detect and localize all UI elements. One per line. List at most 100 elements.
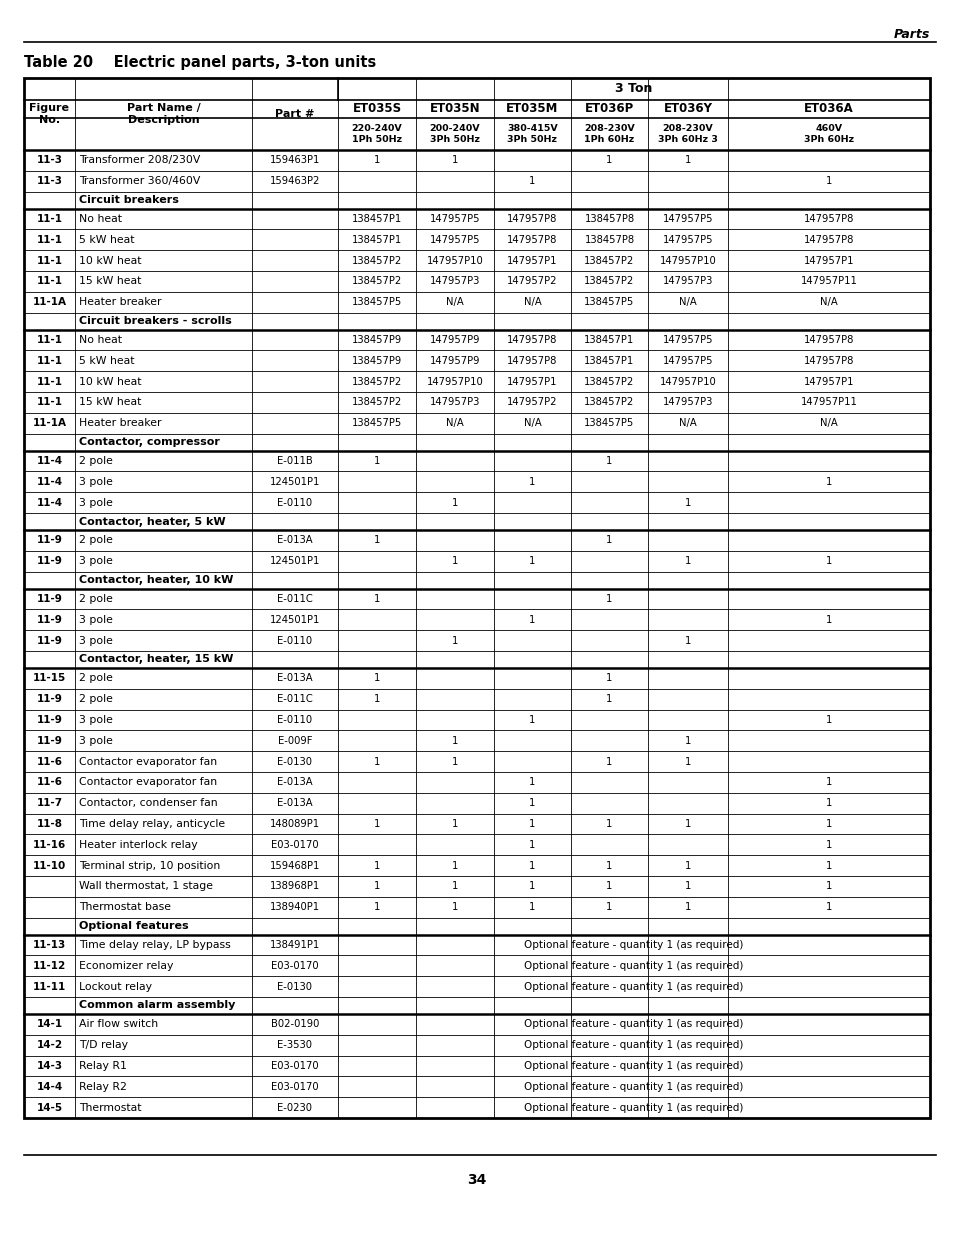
Text: 147957P9: 147957P9 (429, 356, 479, 366)
Text: 200-240V
3Ph 50Hz: 200-240V 3Ph 50Hz (429, 125, 479, 143)
Text: 11-11: 11-11 (32, 982, 66, 992)
Text: 1: 1 (529, 777, 536, 788)
Text: Contactor, heater, 5 kW: Contactor, heater, 5 kW (79, 516, 226, 526)
Text: 5 kW heat: 5 kW heat (79, 356, 134, 366)
Text: 11-4: 11-4 (36, 456, 63, 466)
Text: Contactor, compressor: Contactor, compressor (79, 437, 219, 447)
Text: 124501P1: 124501P1 (270, 615, 320, 625)
Text: 147957P10: 147957P10 (426, 256, 483, 266)
Text: Optional feature - quantity 1 (as required): Optional feature - quantity 1 (as requir… (524, 1040, 743, 1050)
Text: ET035S: ET035S (352, 103, 401, 116)
Text: 138457P1: 138457P1 (584, 356, 634, 366)
Text: 11-10: 11-10 (32, 861, 66, 871)
Text: 147957P1: 147957P1 (507, 377, 558, 387)
Text: B02-0190: B02-0190 (271, 1019, 319, 1030)
Text: 147957P8: 147957P8 (803, 214, 853, 224)
Text: Table 20    Electric panel parts, 3-ton units: Table 20 Electric panel parts, 3-ton uni… (24, 56, 375, 70)
Text: 1: 1 (452, 882, 457, 892)
Text: E-0130: E-0130 (277, 982, 313, 992)
Text: 138457P5: 138457P5 (584, 298, 634, 308)
Text: 147957P5: 147957P5 (429, 214, 479, 224)
Text: ET036Y: ET036Y (662, 103, 712, 116)
Text: E-0110: E-0110 (277, 715, 313, 725)
Text: 11-4: 11-4 (36, 498, 63, 508)
Text: 1: 1 (529, 615, 536, 625)
Text: 10 kW heat: 10 kW heat (79, 256, 141, 266)
Text: 138457P2: 138457P2 (352, 377, 402, 387)
Text: 1: 1 (529, 715, 536, 725)
Text: 138457P2: 138457P2 (352, 398, 402, 408)
Text: Optional feature - quantity 1 (as required): Optional feature - quantity 1 (as requir… (524, 1019, 743, 1030)
Text: Time delay relay, anticycle: Time delay relay, anticycle (79, 819, 225, 829)
Text: 1: 1 (606, 694, 612, 704)
Text: Circuit breakers: Circuit breakers (79, 195, 179, 205)
Text: T/D relay: T/D relay (79, 1040, 128, 1050)
Text: 11-15: 11-15 (32, 673, 66, 683)
Text: 138457P5: 138457P5 (584, 419, 634, 429)
Text: 1: 1 (825, 615, 831, 625)
Text: Contactor, heater, 15 kW: Contactor, heater, 15 kW (79, 655, 233, 664)
Text: 1: 1 (374, 861, 380, 871)
Text: 2 pole: 2 pole (79, 536, 112, 546)
Text: E-0110: E-0110 (277, 636, 313, 646)
Text: Lockout relay: Lockout relay (79, 982, 152, 992)
Text: 460V
3Ph 60Hz: 460V 3Ph 60Hz (803, 125, 853, 143)
Text: 3 pole: 3 pole (79, 556, 112, 566)
Text: 138457P1: 138457P1 (352, 235, 402, 245)
Text: 1: 1 (529, 177, 536, 186)
Text: 14-5: 14-5 (36, 1103, 63, 1113)
Text: Transformer 208/230V: Transformer 208/230V (79, 156, 200, 165)
Text: Heater breaker: Heater breaker (79, 298, 161, 308)
Text: 1: 1 (825, 882, 831, 892)
Text: 11-1: 11-1 (36, 356, 63, 366)
Text: Optional features: Optional features (79, 921, 189, 931)
Text: 1: 1 (606, 882, 612, 892)
Text: Thermostat: Thermostat (79, 1103, 141, 1113)
Text: 2 pole: 2 pole (79, 456, 112, 466)
Text: N/A: N/A (446, 419, 463, 429)
Text: 138940P1: 138940P1 (270, 903, 319, 913)
Text: N/A: N/A (820, 298, 837, 308)
Text: 138491P1: 138491P1 (270, 940, 320, 950)
Text: No heat: No heat (79, 214, 122, 224)
Text: N/A: N/A (820, 419, 837, 429)
Text: 159468P1: 159468P1 (270, 861, 320, 871)
Text: 1: 1 (825, 777, 831, 788)
Text: 11-9: 11-9 (36, 615, 62, 625)
Text: 147957P5: 147957P5 (662, 214, 713, 224)
Text: Heater interlock relay: Heater interlock relay (79, 840, 197, 850)
Text: 11-8: 11-8 (36, 819, 63, 829)
Text: 14-4: 14-4 (36, 1082, 63, 1092)
Text: No heat: No heat (79, 335, 122, 345)
Text: N/A: N/A (523, 298, 540, 308)
Text: 1: 1 (374, 694, 380, 704)
Text: 147957P10: 147957P10 (659, 256, 716, 266)
Text: 208-230V
3Ph 60Hz 3: 208-230V 3Ph 60Hz 3 (658, 125, 718, 143)
Text: 1: 1 (825, 903, 831, 913)
Text: 11-3: 11-3 (36, 156, 63, 165)
Text: E-011B: E-011B (276, 456, 313, 466)
Text: E-0230: E-0230 (277, 1103, 313, 1113)
Text: 11-9: 11-9 (36, 636, 62, 646)
Text: 1: 1 (684, 498, 691, 508)
Text: 220-240V
1Ph 50Hz: 220-240V 1Ph 50Hz (352, 125, 402, 143)
Text: 159463P2: 159463P2 (270, 177, 320, 186)
Text: 1: 1 (374, 673, 380, 683)
Text: 1: 1 (529, 798, 536, 808)
Text: 1: 1 (606, 903, 612, 913)
Text: 11-1A: 11-1A (32, 419, 67, 429)
Text: 147957P3: 147957P3 (662, 277, 713, 287)
Text: E-0130: E-0130 (277, 757, 313, 767)
Text: Heater breaker: Heater breaker (79, 419, 161, 429)
Text: Optional feature - quantity 1 (as required): Optional feature - quantity 1 (as requir… (524, 1082, 743, 1092)
Text: 1: 1 (606, 536, 612, 546)
Text: 14-1: 14-1 (36, 1019, 63, 1030)
Text: 2 pole: 2 pole (79, 673, 112, 683)
Text: 1: 1 (374, 903, 380, 913)
Text: ET036P: ET036P (584, 103, 634, 116)
Text: Relay R2: Relay R2 (79, 1082, 127, 1092)
Text: 2 pole: 2 pole (79, 694, 112, 704)
Text: 11-1: 11-1 (36, 377, 63, 387)
Text: 1: 1 (825, 715, 831, 725)
Text: 1: 1 (374, 757, 380, 767)
